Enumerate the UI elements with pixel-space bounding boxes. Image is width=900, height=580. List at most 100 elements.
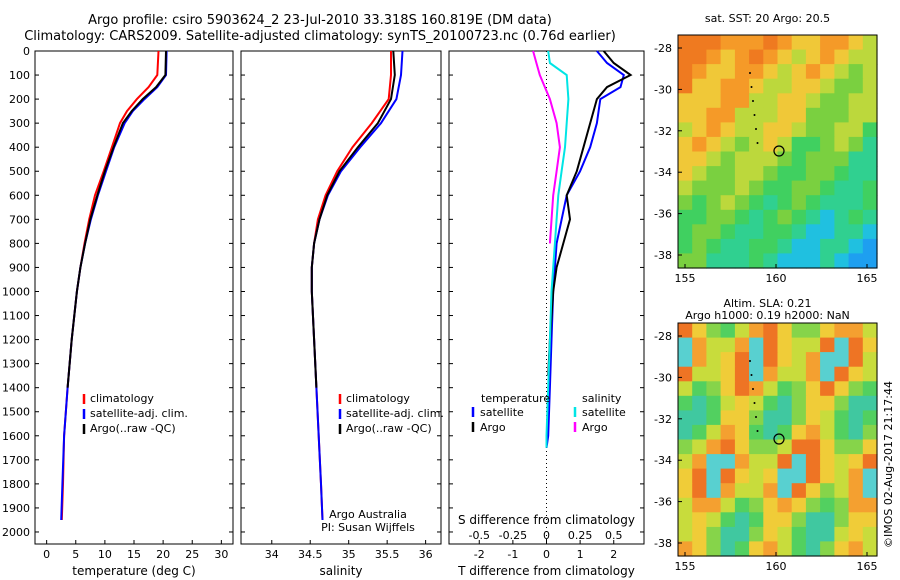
sst-map-cell <box>706 224 722 240</box>
sst-map-cell <box>678 195 693 211</box>
sla-map-cell <box>692 439 707 455</box>
depth-tick-label: 1500 <box>2 406 30 419</box>
sdiff-argo-line <box>532 50 561 244</box>
sst-map-cell <box>777 209 793 225</box>
sla-map-cell <box>777 395 793 411</box>
sst-map-cell <box>749 93 764 109</box>
sst-map-cell <box>678 224 693 240</box>
sst-map-cell <box>805 107 821 123</box>
sla-map-lat-label: -38 <box>654 537 672 550</box>
sst-map-cell <box>805 209 821 225</box>
sst-map-cell <box>706 209 722 225</box>
sla-map-cell <box>848 352 864 368</box>
tdiff-axis-tick-label: 1 <box>577 548 584 561</box>
sla-map-cell <box>862 512 878 528</box>
sst-map-cell <box>777 35 793 51</box>
sla-map-cell <box>763 526 779 543</box>
sla-map-cell <box>834 468 850 484</box>
sla-map-cell <box>805 526 821 543</box>
sla-map-cell <box>791 337 807 353</box>
sst-map-cell <box>678 78 693 94</box>
sst-map-cell <box>791 107 807 123</box>
sla-map-cell <box>749 352 764 368</box>
sla-map-cell <box>791 439 807 455</box>
sst-map-cell <box>734 224 750 240</box>
sla-map-cell <box>834 381 850 397</box>
sst-map-cell <box>791 238 807 255</box>
sla-map-cell <box>720 541 736 557</box>
sst-map-cell <box>862 166 878 182</box>
sla-map-cell <box>848 483 864 499</box>
sla-map-cell <box>820 512 835 528</box>
sst-map-cell <box>720 49 736 65</box>
sst-map-cell <box>720 107 736 123</box>
temperature-legend-label: climatology <box>90 392 154 405</box>
sst-map-cell <box>820 224 835 240</box>
sst-map-cell <box>749 180 764 196</box>
sst-map-cell <box>862 49 878 65</box>
sst-map-cell <box>749 195 764 211</box>
sst-map-cell <box>848 180 864 196</box>
sst-map-cell <box>720 93 736 109</box>
salinity-axis-tick-label: 36 <box>419 548 433 561</box>
sst-map-cell <box>734 151 750 167</box>
sla-map-cell <box>862 541 878 557</box>
sla-map-cell <box>763 541 779 557</box>
sst-map-cell <box>791 166 807 182</box>
sst-map-cell <box>862 151 878 167</box>
temperature-legend-label: satellite-adj. clim. <box>90 407 188 420</box>
sla-map-lon-label: 155 <box>675 560 696 573</box>
tdiff-satellite-line <box>545 50 625 448</box>
sla-map-cell <box>734 323 750 339</box>
sla-map-cell <box>848 468 864 484</box>
sst-map-cell <box>706 78 722 94</box>
sst-map-cell <box>834 209 850 225</box>
sla-map-cell <box>805 468 821 484</box>
sst-map-cell <box>820 238 835 255</box>
sst-map-cell <box>706 93 722 109</box>
sla-map-cell <box>734 424 750 441</box>
sla-map-cell <box>749 512 764 528</box>
sla-map-cell <box>678 483 693 499</box>
sst-map-cell <box>763 166 779 182</box>
sst-map-cell <box>862 122 878 138</box>
sla-map-cell <box>720 483 736 499</box>
sdiff-legend-title: salinity <box>582 392 622 405</box>
sla-map-cell <box>734 454 750 470</box>
sst-map-cell <box>692 107 707 123</box>
sst-map-cell <box>678 166 693 182</box>
sla-map-cell <box>777 337 793 353</box>
sst-map-cell <box>749 151 764 167</box>
temperature-axis-tick-label: 15 <box>127 548 141 561</box>
sst-map-cell <box>805 64 821 80</box>
salinity-axis-tick-label: 35 <box>342 548 356 561</box>
sla-map-cell <box>749 337 764 353</box>
sla-map-cell <box>692 352 707 368</box>
temperature-axis-tick-label: 30 <box>214 548 228 561</box>
sla-map-cell <box>777 366 793 382</box>
sst-map-cell <box>734 238 750 255</box>
sla-map-cell <box>706 439 722 455</box>
sst-map-cell <box>791 49 807 65</box>
sla-map-cell <box>763 410 779 426</box>
depth-tick-label: 1900 <box>2 502 30 515</box>
sla-map-cell <box>720 468 736 484</box>
sst-map-cell <box>834 93 850 109</box>
plot-frame <box>240 50 442 545</box>
sla-map-cell <box>791 323 807 339</box>
sla-map-cell <box>777 439 793 455</box>
sst-map-cell <box>777 49 793 65</box>
sla-map-cell <box>692 410 707 426</box>
sst-map-cell <box>749 78 764 94</box>
sla-map-cell <box>763 352 779 368</box>
salinity-axis-tick-label: 34 <box>265 548 279 561</box>
sst-map-cell <box>777 136 793 153</box>
sst-map-cell <box>749 136 764 153</box>
sst-map-cell <box>820 93 835 109</box>
salinity-argo-line <box>310 50 396 388</box>
sla-map-cell <box>848 541 864 557</box>
sla-map-cell <box>749 454 764 470</box>
depth-tick-label: 500 <box>9 165 30 178</box>
sst-map-cell <box>791 78 807 94</box>
plot-frame <box>34 50 234 545</box>
